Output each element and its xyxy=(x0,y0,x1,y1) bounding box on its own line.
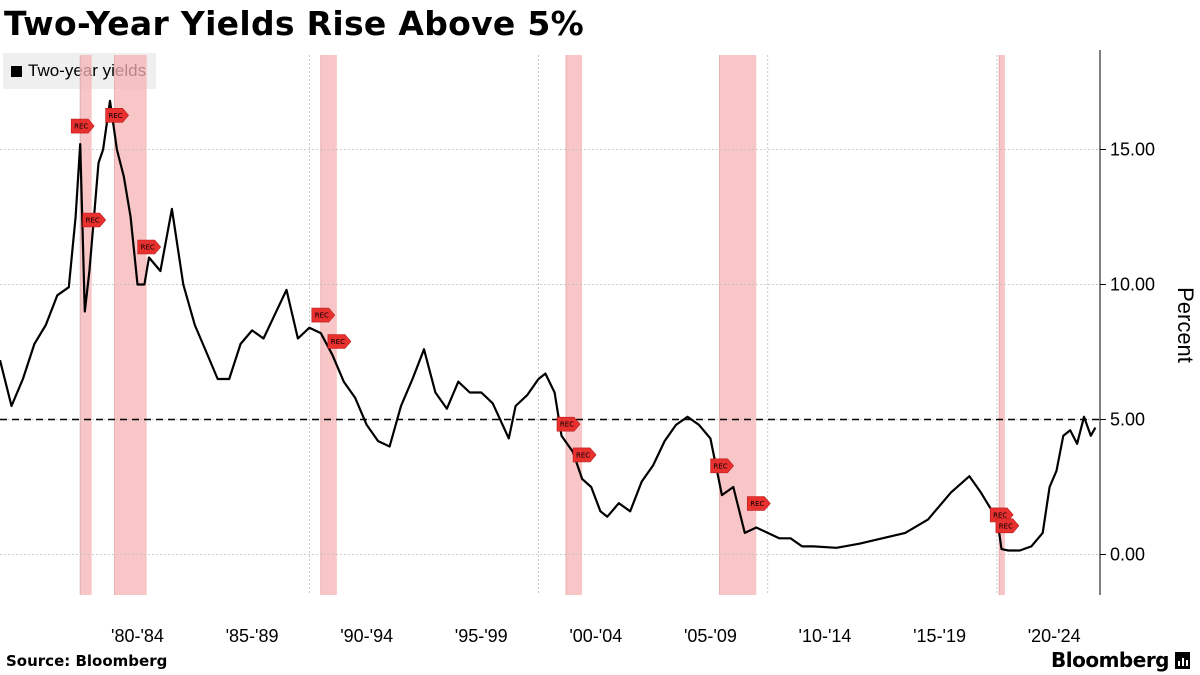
recession-band xyxy=(320,55,337,595)
recession-markers: REC REC REC REC REC REC REC REC REC REC REC REC xyxy=(70,108,1020,534)
x-tick-label: '90-'94 xyxy=(340,626,393,646)
recession-marker: REC xyxy=(70,118,95,134)
axes: 0.00 5.00 10.00 15.00 '80-'84 '85-'89 '90-'94 '… xyxy=(111,50,1155,646)
recession-marker-label: REC xyxy=(714,462,728,470)
recession-marker-label: REC xyxy=(993,511,1007,519)
recession-marker-flag xyxy=(137,239,162,255)
recession-marker-label: REC xyxy=(141,244,155,252)
recession-marker-label: REC xyxy=(999,522,1013,530)
recession-marker: REC xyxy=(995,518,1020,534)
recession-marker: REC xyxy=(989,507,1014,523)
x-tick-label: '00-'04 xyxy=(569,626,622,646)
legend-swatch xyxy=(11,65,22,77)
recession-marker: REC xyxy=(105,108,129,123)
series-group xyxy=(0,99,1097,552)
recession-marker-label: REC xyxy=(74,123,88,131)
recession-marker-label: REC xyxy=(576,451,590,459)
series-line xyxy=(0,99,1097,552)
recession-marker-label: REC xyxy=(109,112,123,120)
y-tick-label: 0.00 xyxy=(1110,545,1145,565)
recession-marker-label: REC xyxy=(315,312,329,320)
recession-band xyxy=(999,55,1005,595)
gridlines xyxy=(0,55,1100,595)
y-tick-label: 5.00 xyxy=(1110,410,1145,430)
recession-marker-flag xyxy=(995,518,1020,534)
recession-marker-flag xyxy=(572,447,597,463)
recession-marker-flag xyxy=(327,334,352,349)
recession-marker-flag xyxy=(70,118,95,134)
recession-marker-flag xyxy=(105,108,129,123)
recession-marker-flag xyxy=(746,496,771,511)
x-tick-label: '20-'24 xyxy=(1028,626,1081,646)
chart-title: Two-Year Yields Rise Above 5% xyxy=(4,4,584,43)
recession-marker: REC xyxy=(137,239,162,255)
recession-bands xyxy=(79,55,1005,595)
recession-marker-flag xyxy=(311,307,336,323)
recession-band xyxy=(80,55,92,595)
recession-marker-label: REC xyxy=(331,338,345,346)
y-axis-label: Percent xyxy=(1173,287,1198,363)
recession-marker-label: REC xyxy=(750,500,764,508)
recession-marker: REC xyxy=(556,416,581,432)
recession-marker-flag xyxy=(710,458,734,474)
recession-marker: REC xyxy=(82,212,107,228)
recession-marker: REC xyxy=(746,496,771,511)
x-tick-label: '10-'14 xyxy=(799,626,852,646)
bar-chart-icon xyxy=(1175,651,1190,669)
recession-band xyxy=(566,55,583,595)
x-tick-label: '05-'09 xyxy=(684,626,737,646)
x-tick-label: '80-'84 xyxy=(111,626,164,646)
recession-marker-flag xyxy=(82,212,107,228)
recession-marker-label: REC xyxy=(86,217,100,225)
source-note: Source: Bloomberg xyxy=(6,652,168,670)
recession-marker-flag xyxy=(989,507,1014,523)
x-tick-label: '95-'99 xyxy=(455,626,508,646)
recession-marker: REC xyxy=(710,458,734,474)
recession-marker: REC xyxy=(311,307,336,323)
recession-marker-label: REC xyxy=(560,421,574,429)
x-tick-label: '85-'89 xyxy=(226,626,279,646)
recession-marker: REC xyxy=(327,334,352,349)
y-tick-label: 10.00 xyxy=(1110,275,1155,295)
recession-band xyxy=(719,55,757,595)
recession-band xyxy=(114,55,147,595)
recession-marker: REC xyxy=(572,447,597,463)
brand-logo: Bloomberg xyxy=(1051,648,1190,672)
y-tick-label: 15.00 xyxy=(1110,140,1155,160)
x-tick-label: '15-'19 xyxy=(913,626,966,646)
brand-name: Bloomberg xyxy=(1051,648,1169,672)
recession-marker-flag xyxy=(556,416,581,432)
